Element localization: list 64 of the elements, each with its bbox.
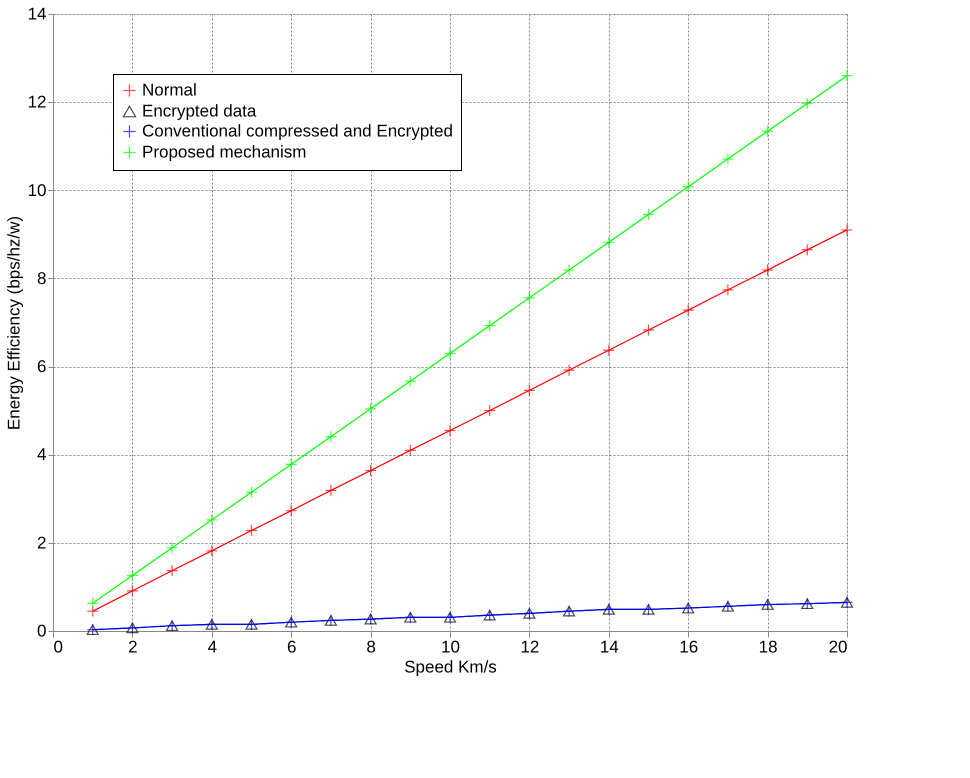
x-tick-label: 6 [286,638,296,656]
point [364,402,377,415]
x-tick-label: 14 [600,638,619,656]
x-axis-title: Speed Km/s [404,658,497,676]
point [642,208,655,221]
point [364,464,377,477]
point [523,292,536,304]
x-tick-label: 2 [128,638,138,656]
point [126,569,138,582]
point [245,524,258,537]
point [602,344,615,356]
point [206,544,218,557]
point [682,304,694,316]
point [126,584,138,597]
point [245,486,258,498]
point [484,404,496,417]
point [722,152,734,166]
point [324,430,337,443]
legend-label: Proposed mechanism [142,142,306,162]
y-tick-label: 2 [37,533,46,552]
legend-label: Normal [142,80,197,100]
point [563,264,576,276]
y-tick-label: 10 [28,180,46,200]
point [206,514,218,526]
y-tick-label: 14 [28,4,46,24]
y-tick-label: 0 [37,622,46,640]
point [285,504,298,517]
y-tick-label: 6 [37,357,46,376]
point [722,284,734,296]
x-tick-label: 12 [520,638,540,656]
x-tick-label: 16 [679,638,698,656]
y-axis-title: Energy Efficiency (bps/hz/w) [4,216,24,430]
point [762,264,774,276]
x-tick-label: 8 [366,638,376,656]
point [404,375,416,388]
x-tick-label: 0 [54,638,63,656]
point [484,320,496,332]
y-tick-label: 12 [28,92,46,112]
point [762,125,774,138]
point [523,384,536,396]
point [801,244,814,256]
point [642,324,655,336]
point [840,70,854,82]
legend-label: Encrypted data [142,102,257,120]
point [840,224,854,236]
x-tick-label: 10 [441,638,460,656]
y-tick-label: 4 [37,445,46,464]
point [166,542,178,554]
x-tick-label: 4 [208,638,218,656]
point [801,97,814,110]
x-tick-label: 18 [758,638,778,656]
x-tick-label: 20 [828,638,848,656]
point [682,180,694,193]
point [404,444,416,456]
point [444,424,456,437]
point [324,484,337,496]
legend-label: Conventional compressed and Encrypted [142,122,453,140]
y-tick-label: 8 [37,268,46,288]
point [602,236,615,248]
point [285,458,298,470]
point [166,564,178,577]
point [86,597,99,610]
point [444,347,456,360]
point [563,364,576,376]
